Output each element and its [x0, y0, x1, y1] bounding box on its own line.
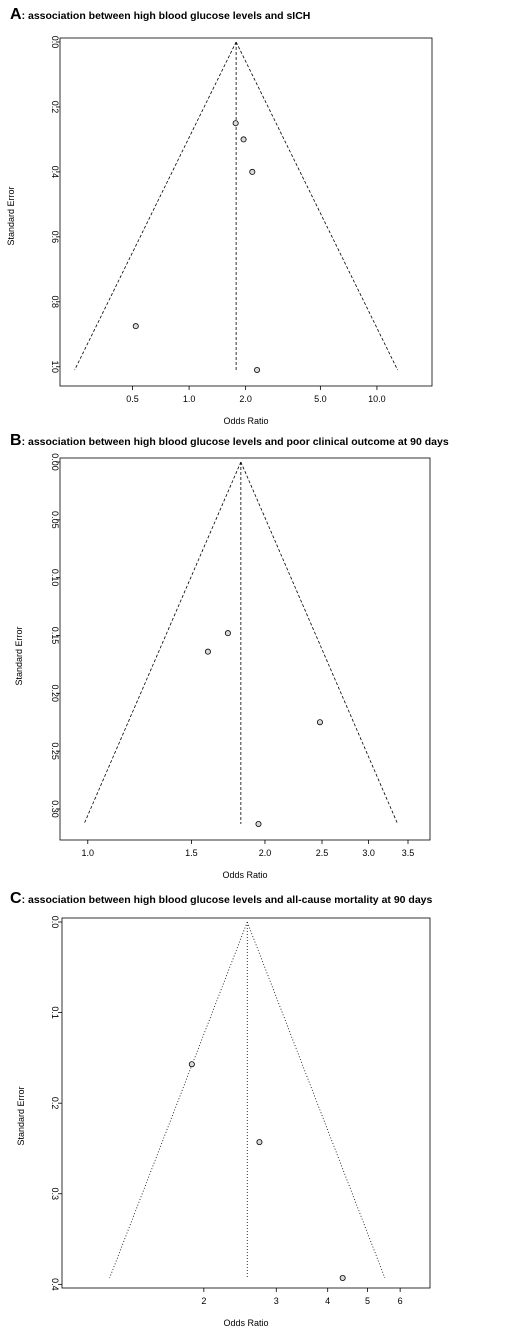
y-tick-label: 0.15 [50, 627, 60, 645]
plot-frame [59, 457, 431, 841]
study-point [204, 648, 211, 655]
y-axis-label: Standard Error [14, 626, 24, 685]
y-axis-label: Standard Error [16, 1086, 26, 1145]
y-tick-label: 0.20 [50, 685, 60, 703]
study-point [256, 1139, 263, 1146]
y-axis-label: Standard Error [6, 186, 16, 245]
y-tick-label: 0.0 [50, 916, 60, 929]
x-tick-label: 10.0 [368, 394, 386, 404]
plot-area: 0.5 1.0 2.0 5.0 10.0 0.0 0.2 0.4 0.6 0.8 1.0 [50, 36, 433, 404]
study-point [232, 120, 239, 127]
x-tick-label: 6 [398, 1296, 403, 1306]
y-tick-label: 0.6 [50, 231, 60, 244]
panel-a: A: association between high blood glucos… [0, 6, 509, 436]
study-point [188, 1061, 195, 1068]
y-tick-label: 0.2 [50, 101, 60, 114]
funnel-plot-a: Odds Ratio Standard Error 0.5 1.0 2.0 5.0 10… [6, 36, 433, 426]
x-tick-label: 2.0 [259, 848, 272, 858]
panel-a-title: A: association between high blood glucos… [10, 6, 310, 24]
panel-b-title-text: : association between high blood glucose… [21, 436, 449, 448]
y-tick-label: 0.4 [50, 166, 60, 179]
y-tick-label: 0.8 [50, 296, 60, 309]
funnel-right-line [246, 921, 386, 1279]
panel-c-title: C: association between high blood glucos… [10, 890, 432, 908]
panel-c-title-text: : association between high blood glucose… [21, 894, 433, 906]
funnel-right-line [235, 41, 398, 371]
funnel-left-line [109, 921, 248, 1279]
y-tick-label: 0.25 [50, 742, 60, 760]
study-point [249, 168, 256, 175]
x-tick-label: 5.0 [314, 394, 327, 404]
x-tick-label: 3 [274, 1296, 279, 1306]
x-tick-label: 2.0 [239, 394, 252, 404]
y-tick-label: 0.4 [50, 1278, 60, 1291]
x-tick-label: 1.0 [82, 848, 95, 858]
y-tick-label: 0.3 [50, 1187, 60, 1200]
x-tick-label: 3.5 [402, 848, 415, 858]
funnel-plot-c: Odds Ratio Standard Error 2 3 4 5 6 0.0 0.1 0.2… [16, 916, 431, 1328]
y-tick-label: 0.00 [50, 453, 60, 471]
funnel-right-line [240, 461, 399, 825]
x-tick-label: 2.5 [316, 848, 329, 858]
plot-area: 1.0 1.5 2.0 2.5 3.0 3.5 0.00 0.05 0.10 0.15 0.20 0.… [50, 453, 431, 858]
panel-b: B: association between high blood glucos… [0, 432, 509, 882]
study-point [339, 1274, 346, 1281]
x-tick-label: 4 [325, 1296, 330, 1306]
x-axis-label: Odds Ratio [222, 870, 267, 880]
funnel-left-line [74, 41, 237, 371]
x-tick-label: 0.5 [126, 394, 139, 404]
panel-b-title: B: association between high blood glucos… [10, 432, 449, 450]
study-point [254, 366, 261, 373]
funnel-plot-b: Odds Ratio Standard Error 1.0 1.5 2.0 2.5 3.… [14, 453, 431, 880]
x-axis-label: Odds Ratio [223, 416, 268, 426]
panel-c-letter: C [10, 890, 22, 907]
panel-a-letter: A [10, 6, 22, 23]
study-point [224, 630, 231, 637]
x-tick-label: 1.0 [183, 394, 196, 404]
x-tick-label: 1.5 [185, 848, 198, 858]
y-tick-label: 0.30 [50, 800, 60, 818]
study-point [255, 820, 262, 827]
study-point [240, 136, 247, 143]
x-axis-label: Odds Ratio [223, 1318, 268, 1328]
plot-area: 2 3 4 5 6 0.0 0.1 0.2 0.3 0.4 [50, 916, 431, 1306]
plot-frame [59, 37, 433, 387]
study-point [316, 719, 323, 726]
y-tick-label: 0.1 [50, 1006, 60, 1019]
y-tick-label: 0.0 [50, 36, 60, 49]
panel-c: C: association between high blood glucos… [0, 890, 509, 1330]
y-tick-label: 0.2 [50, 1097, 60, 1110]
y-tick-label: 0.10 [50, 569, 60, 587]
y-tick-label: 1.0 [50, 360, 60, 373]
funnel-left-line [83, 461, 242, 825]
y-tick-label: 0.05 [50, 511, 60, 529]
x-tick-label: 2 [201, 1296, 206, 1306]
x-tick-label: 5 [365, 1296, 370, 1306]
plot-frame [61, 917, 431, 1289]
study-point [132, 323, 139, 330]
panel-b-letter: B [10, 432, 22, 449]
panel-a-title-text: : association between high blood glucose… [21, 10, 311, 22]
x-tick-label: 3.0 [362, 848, 375, 858]
